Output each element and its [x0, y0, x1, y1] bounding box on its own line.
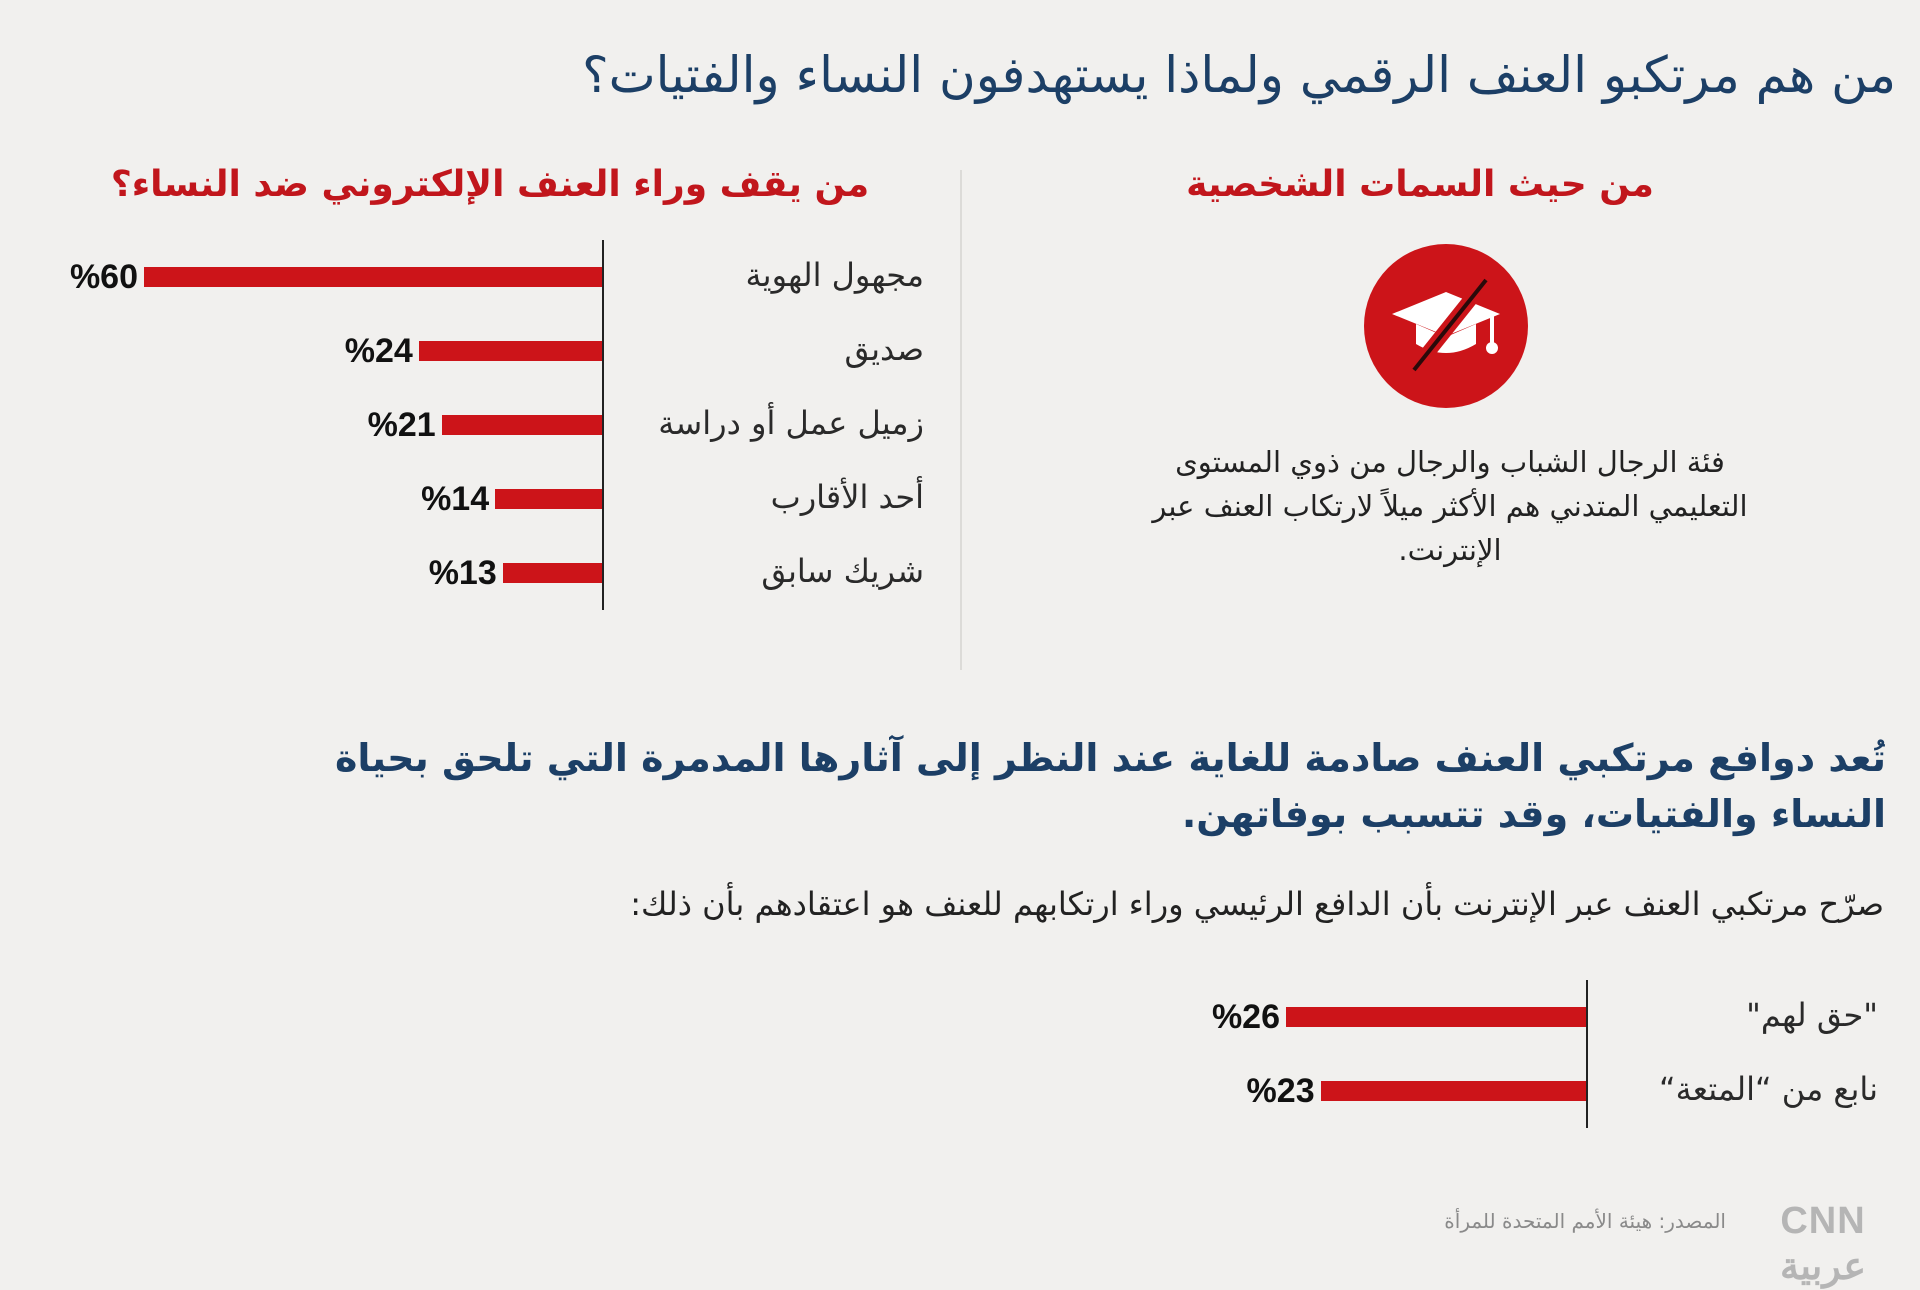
motives-intro: صرّح مرتكبي العنف عبر الإنترنت بأن الداف… [630, 885, 1884, 923]
graduation-cap-crossed-icon [1364, 244, 1528, 408]
bar [441, 415, 602, 435]
bar [495, 489, 602, 509]
chart-axis-line [602, 240, 604, 610]
bar-category-label: زميل عمل أو دراسة [658, 404, 924, 442]
bar-category-label: نابع من “المتعة“ [1659, 1070, 1878, 1108]
bar [1286, 1007, 1586, 1027]
bar-value-label: %24 [344, 332, 413, 370]
source-note: المصدر: هيئة الأمم المتحدة للمرأة [1444, 1209, 1726, 1233]
section-divider [960, 170, 962, 670]
bar-value-label: %23 [1246, 1072, 1315, 1110]
bar [144, 267, 602, 287]
traits-description: فئة الرجال الشباب والرجال من ذوي المستوى… [1152, 445, 1748, 567]
bar-value-label: %21 [367, 406, 436, 444]
bar-category-label: صديق [844, 330, 924, 368]
bar-value-label: %13 [428, 554, 497, 592]
bar [502, 563, 602, 583]
bar-category-label: مجهول الهوية [745, 256, 924, 294]
traits-heading: من حيث السمات الشخصية [1186, 164, 1654, 205]
conclusion-text: تُعد دوافع مرتكبي العنف صادمة للغاية عند… [334, 736, 1886, 836]
bar-category-label: شريك سابق [761, 552, 924, 590]
bar [418, 341, 602, 361]
cnn-arabic-logo: CNN عربية [1779, 1200, 1867, 1288]
bar-value-label: %60 [69, 258, 138, 296]
bar-category-label: أحد الأقارب [770, 478, 924, 516]
bar-value-label: %14 [421, 480, 490, 518]
page-title: من هم مرتكبو العنف الرقمي ولماذا يستهدفو… [582, 46, 1896, 104]
perpetrators-heading: من يقف وراء العنف الإلكتروني ضد النساء؟ [110, 164, 870, 205]
chart-axis-line [1586, 980, 1588, 1128]
bar-value-label: %26 [1211, 998, 1280, 1036]
bar [1320, 1081, 1586, 1101]
bar-category-label: "حق لهم" [1746, 996, 1878, 1034]
